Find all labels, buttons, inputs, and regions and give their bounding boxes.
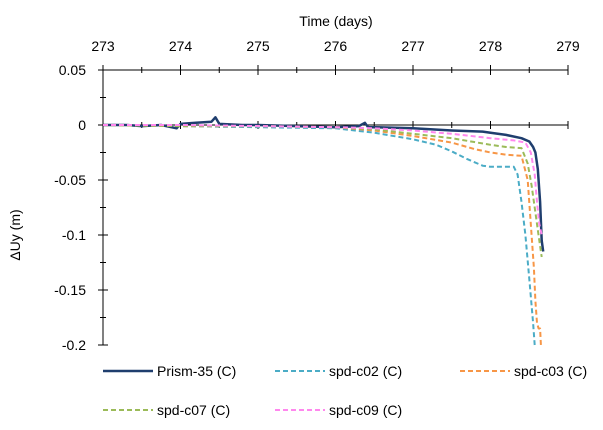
x-axis-title: Time (days) — [299, 13, 372, 29]
x-tick-label: 278 — [479, 38, 503, 54]
legend-label: spd-c09 (C) — [329, 402, 402, 418]
legend-label: spd-c02 (C) — [329, 363, 402, 379]
legend-label: spd-c03 (C) — [514, 363, 587, 379]
legend: Prism-35 (C) spd-c02 (C) spd-c03 (C) spd-c0… — [103, 363, 587, 418]
y-tick-label: 0.05 — [59, 62, 86, 78]
series-lines — [102, 116, 545, 346]
x-tick-labels: 273 274 275 276 277 278 279 — [91, 38, 580, 54]
series-line-prism-35-c — [103, 116, 545, 252]
x-tick-label: 279 — [556, 38, 580, 54]
y-tick-label: -0.2 — [62, 337, 86, 353]
x-tick-label: 276 — [324, 38, 348, 54]
y-axis-title: ΔUy (m) — [7, 209, 23, 260]
series-line-spd-c02-c — [102, 124, 536, 346]
axes — [98, 65, 569, 346]
y-tick-label: -0.15 — [54, 282, 86, 298]
series-line-spd-c03-c — [102, 124, 542, 346]
y-tick-label: 0 — [78, 117, 86, 133]
y-tick-label: -0.05 — [54, 172, 86, 188]
series-line-spd-c09-c — [103, 124, 543, 236]
legend-label: Prism-35 (C) — [157, 363, 236, 379]
x-tick-label: 274 — [169, 38, 193, 54]
x-tick-label: 275 — [246, 38, 270, 54]
y-tick-labels: 0.05 0 -0.05 -0.1 -0.15 -0.2 — [54, 62, 86, 353]
x-tick-label: 273 — [91, 38, 115, 54]
x-tick-label: 277 — [401, 38, 425, 54]
legend-label: spd-c07 (C) — [157, 402, 230, 418]
series-line-spd-c07-c — [102, 124, 543, 258]
y-tick-label: -0.1 — [62, 227, 86, 243]
